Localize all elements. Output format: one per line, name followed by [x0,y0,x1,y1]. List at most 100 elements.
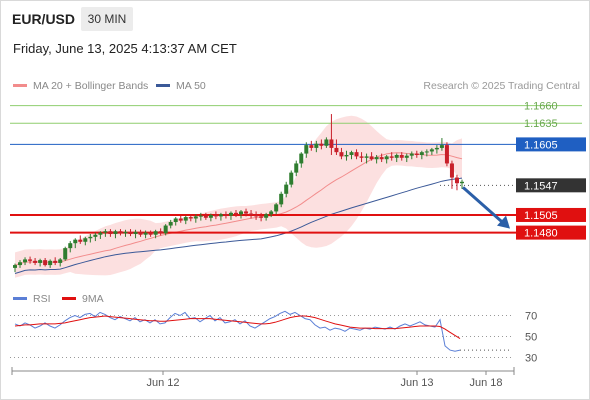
level-label-bg [516,137,586,152]
candle-body [123,231,128,234]
level-label-bg [516,178,586,193]
candle-body [314,143,319,148]
candle-body [108,231,113,235]
candle-body [113,231,118,235]
level-label-bg [516,225,586,240]
candle-body [78,239,83,242]
level-label-bg [516,207,586,222]
x-tick-label: Jun 13 [400,377,433,389]
x-tick-label: Jun 12 [146,377,179,389]
candle-body [460,181,464,184]
candle-body [28,259,33,261]
legend-ma50: MA 50 [156,80,206,92]
rsi-swatch-icon [13,296,27,300]
candle-body [444,145,449,164]
candle-body [364,156,369,158]
candle-body [58,259,63,263]
level-label: 1.1660 [524,101,558,113]
candle-body [359,156,364,158]
candle-body [264,214,269,218]
rsi-tick-label: 50 [525,332,537,344]
bollinger-band-area [15,115,462,278]
candle-body [354,152,359,157]
candle-body [163,225,168,234]
candle-body [48,260,53,266]
candle-body [389,156,394,158]
candle-body [173,218,178,223]
ma20-line [14,152,463,266]
candle-body [449,163,454,178]
legend-rsi-label: RSI [33,293,51,305]
candle-body [374,157,379,160]
candle-body [188,217,193,219]
candle-body [414,153,419,155]
ma20-swatch-icon [13,83,27,87]
candle-body [324,139,329,146]
candle-body [299,153,304,164]
legend-9ma-label: 9MA [82,293,104,305]
candle-body [424,151,429,153]
legend-9ma: 9MA [62,293,104,305]
candle-body [133,231,138,235]
level-label: 1.1547 [524,180,558,192]
candle-body [284,184,289,194]
candle-body [454,177,459,184]
legend-ma20-bb: MA 20 + Bollinger Bands [13,80,148,92]
candle-body [13,265,17,268]
candle-body [73,239,78,244]
candle-body [439,145,444,148]
candle-body [23,259,28,263]
candle-body [143,232,148,235]
candle-body [33,260,38,263]
candle-body [148,232,153,235]
candle-body [18,262,23,266]
candle-body [223,214,228,216]
legend-ma50-label: MA 50 [176,80,206,92]
forecast-arrow-head-icon [497,215,510,229]
timeframe-button[interactable]: 30 MIN [81,7,133,31]
candle-body [213,214,218,217]
candle-body [88,236,93,239]
rsi-line [14,310,461,352]
timestamp: Friday, June 13, 2025 4:13:37 AM CET [13,41,237,56]
candle-body [404,155,409,158]
candle-body [344,154,349,157]
candle-body [434,147,439,150]
candle-body [304,145,309,154]
candle-body [158,231,163,234]
legend-ma20-label: MA 20 + Bollinger Bands [33,80,149,92]
credit-text: Research © 2025 Trading Central [423,80,580,92]
candle-body [349,152,354,155]
level-label: 1.1505 [524,210,558,222]
candle-body [329,139,334,148]
candle-body [409,153,414,156]
candle-body [394,154,399,158]
candle-body [369,156,374,160]
symbol-title: EUR/USD [12,11,76,27]
rsi-tick-label: 70 [525,311,537,323]
candle-body [244,211,249,214]
ma9-swatch-icon [62,296,76,300]
level-label: 1.1480 [524,228,558,240]
candle-body [228,212,233,216]
candle-body [193,216,198,219]
candle-body [118,231,123,234]
candle-body [309,145,314,148]
candle-body [183,217,188,221]
candle-body [334,147,339,153]
candle-body [138,231,143,235]
candle-body [208,214,213,218]
ma50-line [14,177,463,274]
legend-rsi: RSI [13,293,51,305]
level-label: 1.1635 [524,118,558,130]
candle-body [38,260,43,263]
candle-body [103,231,108,233]
candle-body [93,234,98,237]
candle-body [218,214,223,217]
candle-body [128,231,133,235]
candle-body [63,248,68,260]
candle-body [53,260,58,263]
rsi-tick-label: 30 [525,353,537,365]
candle-body [339,152,344,157]
